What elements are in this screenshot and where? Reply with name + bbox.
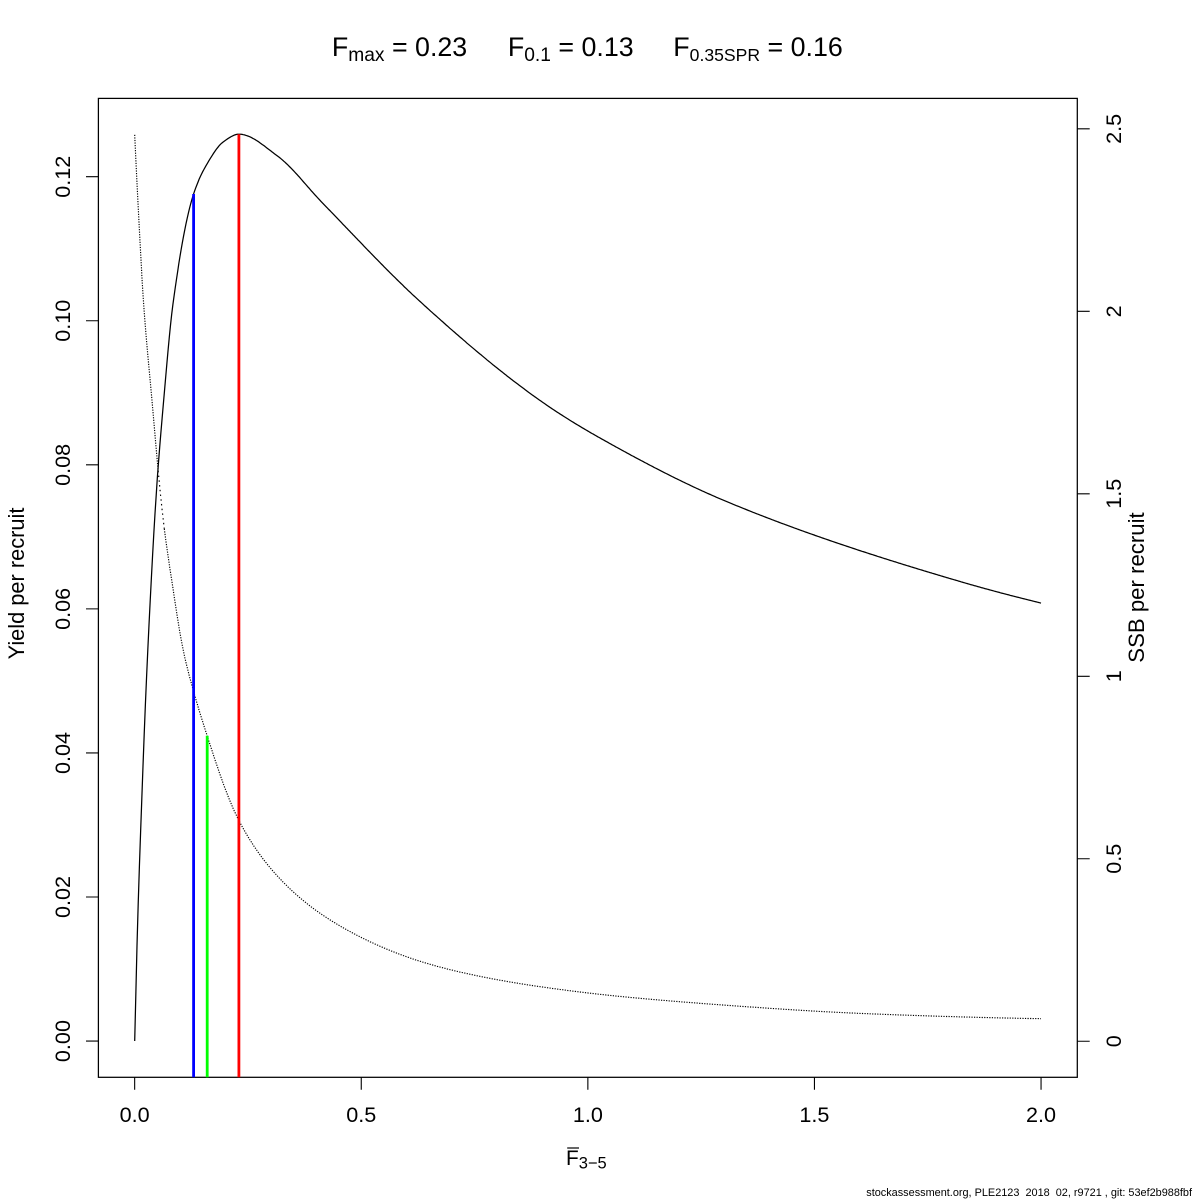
- svg-text:2.5: 2.5: [1101, 114, 1126, 144]
- svg-text:0.10: 0.10: [50, 300, 75, 342]
- svg-text:F0.35SPR = 0.16: F0.35SPR = 0.16: [673, 32, 843, 65]
- svg-text:Fmax = 0.23: Fmax = 0.23: [332, 32, 467, 66]
- svg-text:2.0: 2.0: [1026, 1102, 1056, 1127]
- svg-text:SSB per recruit: SSB per recruit: [1124, 512, 1149, 662]
- svg-text:stockassessment.org, PLE2123: stockassessment.org, PLE2123 2018 02, r9…: [866, 1187, 1193, 1199]
- svg-text:0.0: 0.0: [120, 1102, 150, 1127]
- svg-text:0: 0: [1101, 1035, 1126, 1047]
- svg-text:F0.1 = 0.13: F0.1 = 0.13: [508, 32, 634, 66]
- svg-text:0.5: 0.5: [346, 1102, 376, 1127]
- svg-text:2: 2: [1101, 305, 1126, 317]
- svg-text:0.12: 0.12: [50, 156, 75, 198]
- svg-text:1: 1: [1101, 670, 1126, 682]
- svg-text:0.04: 0.04: [50, 732, 75, 774]
- svg-text:0.08: 0.08: [50, 444, 75, 486]
- svg-text:F3−5: F3−5: [566, 1147, 607, 1173]
- svg-text:1.0: 1.0: [573, 1102, 603, 1127]
- svg-text:0.5: 0.5: [1101, 844, 1126, 874]
- svg-text:0.06: 0.06: [50, 588, 75, 630]
- svg-text:0.00: 0.00: [50, 1020, 75, 1062]
- svg-text:1.5: 1.5: [799, 1102, 829, 1127]
- svg-text:Yield per recruit: Yield per recruit: [4, 508, 29, 660]
- svg-text:1.5: 1.5: [1101, 479, 1126, 509]
- svg-text:0.02: 0.02: [50, 876, 75, 918]
